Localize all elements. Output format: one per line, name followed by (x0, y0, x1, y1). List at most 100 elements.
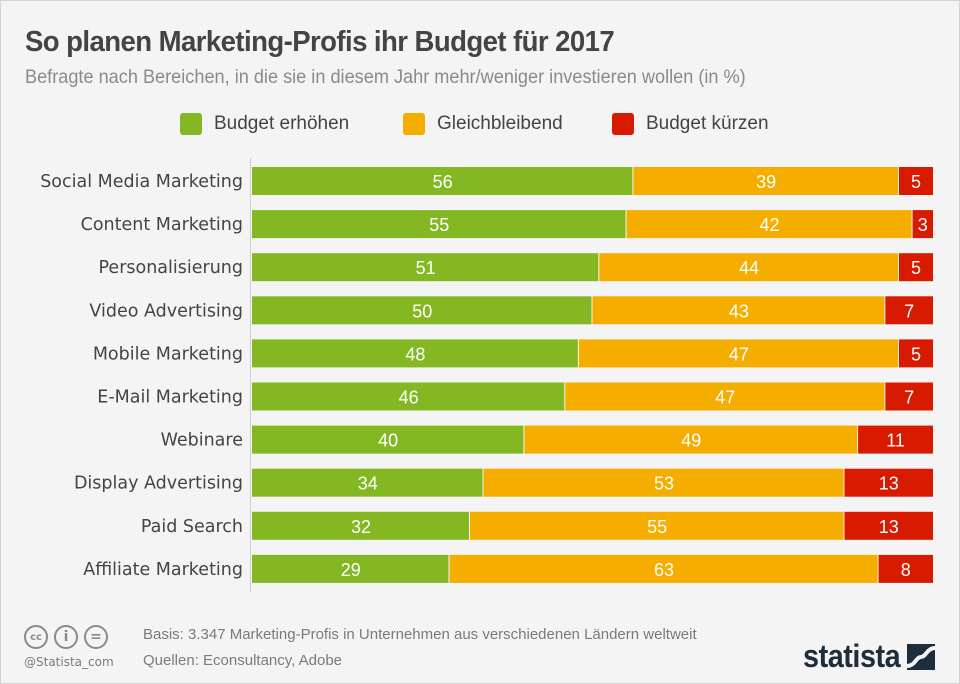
bar-row: Webinare 40 49 11 (161, 425, 933, 454)
bar-segment-increase (252, 468, 483, 497)
statista-handle[interactable]: @Statista_com (24, 655, 114, 669)
bar-row: Affiliate Marketing 29 63 8 (83, 554, 933, 583)
data-label: 47 (729, 344, 749, 364)
cc-icon: cc (24, 625, 48, 649)
data-label: 47 (715, 388, 735, 408)
data-label: 13 (879, 517, 899, 537)
category-label: Display Advertising (74, 474, 243, 494)
bar-segment-decrease (858, 425, 933, 454)
data-label: 53 (654, 474, 674, 494)
bar-segment-decrease (912, 210, 933, 239)
data-label: 44 (739, 258, 759, 278)
bar-segment-increase (252, 382, 565, 411)
bar-segment-decrease (898, 339, 933, 368)
category-label: Affiliate Marketing (83, 560, 243, 580)
data-label: 63 (654, 560, 674, 580)
bar-segment-decrease (844, 511, 933, 540)
data-label: 56 (433, 172, 453, 192)
category-label: Webinare (161, 431, 243, 451)
bar-segment-same (524, 425, 858, 454)
data-label: 34 (358, 474, 378, 494)
data-label: 13 (879, 474, 899, 494)
bar-segment-same (565, 382, 885, 411)
data-label: 11 (886, 431, 905, 451)
category-label: Mobile Marketing (93, 344, 243, 364)
data-label: 40 (378, 431, 398, 451)
data-label: 8 (901, 560, 911, 580)
category-label: E-Mail Marketing (97, 388, 243, 408)
bar-segment-same (633, 167, 898, 195)
data-label: 39 (756, 172, 776, 192)
legend-swatch-decrease (612, 113, 634, 135)
data-label: 3 (918, 215, 928, 235)
data-label: 55 (429, 215, 449, 235)
data-label: 55 (647, 517, 667, 537)
category-label: Paid Search (141, 517, 243, 537)
statista-logo-text: statista (803, 638, 901, 674)
bar-segment-increase (252, 554, 449, 583)
bar-row: Content Marketing 55 42 3 (81, 210, 933, 239)
data-label: 5 (911, 172, 921, 192)
data-label: 5 (911, 344, 921, 364)
bar-segment-same (449, 554, 878, 583)
chart-subtitle: Befragte nach Bereichen, in die sie in d… (25, 66, 746, 88)
bar-row: Personalisierung 51 44 5 (99, 253, 933, 282)
data-label: 5 (911, 258, 921, 278)
legend-item-same: Gleichbleibend (403, 113, 563, 135)
data-label: 50 (412, 301, 432, 321)
category-label: Personalisierung (99, 258, 244, 278)
bar-segment-increase (252, 511, 469, 540)
bar-segment-increase (252, 167, 633, 195)
bar-segment-decrease (898, 167, 933, 195)
legend-item-increase: Budget erhöhen (180, 113, 349, 135)
category-label: Content Marketing (81, 215, 243, 235)
bar-segment-increase (252, 339, 578, 368)
no-derivatives-icon: = (84, 625, 108, 649)
attribution-icon: i (54, 625, 78, 649)
bar-row: Mobile Marketing 48 47 5 (93, 339, 933, 368)
legend: Budget erhöhen Gleichbleibend Budget kür… (0, 113, 960, 137)
legend-label-increase: Budget erhöhen (214, 113, 350, 134)
category-label: Social Media Marketing (40, 172, 243, 192)
data-label: 48 (405, 344, 425, 364)
bar-row: Social Media Marketing 56 39 5 (40, 167, 933, 195)
data-label: 51 (416, 258, 436, 278)
data-label: 7 (904, 388, 914, 408)
data-label: 32 (351, 517, 371, 537)
sources-note: Quellen: Econsultancy, Adobe (143, 652, 343, 669)
bar-segment-increase (252, 296, 592, 325)
statista-logo[interactable]: statista (803, 638, 936, 675)
bar-segment-same (592, 296, 885, 325)
bar-segment-same (578, 339, 898, 368)
bar-segment-decrease (878, 554, 933, 583)
bar-segment-increase (252, 425, 524, 454)
bar-segment-increase (252, 253, 599, 282)
bar-segment-decrease (844, 468, 933, 497)
legend-swatch-same (403, 113, 425, 135)
data-label: 42 (760, 215, 780, 235)
bar-segment-increase (252, 210, 626, 239)
bar-segment-same (483, 468, 844, 497)
category-label: Video Advertising (89, 301, 243, 321)
legend-label-decrease: Budget kürzen (646, 113, 769, 134)
license-icons: cc i = (24, 625, 108, 649)
bar-row: E-Mail Marketing 46 47 7 (97, 382, 933, 411)
data-label: 43 (729, 301, 749, 321)
basis-note: Basis: 3.347 Marketing-Profis in Unterne… (143, 626, 697, 643)
bar-segment-decrease (885, 296, 933, 325)
data-label: 46 (399, 388, 419, 408)
legend-swatch-increase (180, 113, 202, 135)
bar-row: Paid Search 32 55 13 (141, 511, 933, 540)
chart-title: So planen Marketing-Profis ihr Budget fü… (25, 26, 615, 58)
bar-segment-decrease (885, 382, 933, 411)
bar-segment-decrease (898, 253, 933, 282)
data-label: 7 (904, 301, 914, 321)
legend-item-decrease: Budget kürzen (612, 113, 769, 135)
bar-segment-same (626, 210, 912, 239)
bar-segment-same (599, 253, 898, 282)
legend-label-same: Gleichbleibend (437, 113, 563, 134)
bar-row: Display Advertising 34 53 13 (74, 468, 933, 497)
statista-logo-icon (907, 643, 936, 670)
bar-row: Video Advertising 50 43 7 (89, 296, 933, 325)
